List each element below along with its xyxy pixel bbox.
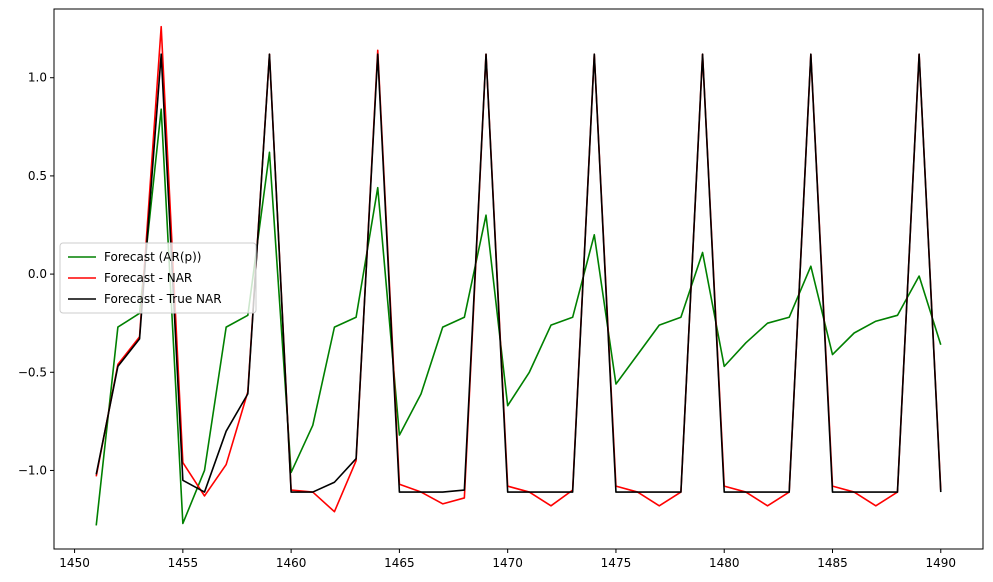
legend-label-1: Forecast - NAR (104, 271, 192, 285)
x-axis: 1450 1455 1460 1465 1470 1475 1480 1485 1490 (59, 549, 956, 570)
y-tick-label: 0.0 (28, 267, 47, 281)
legend: Forecast (AR(p)) Forecast - NAR Forecast -… (59, 242, 257, 314)
y-tick-label: 1.0 (28, 71, 47, 85)
x-tick-label: 1475 (601, 556, 632, 570)
x-tick-label: 1455 (168, 556, 199, 570)
x-tick-label: 1470 (492, 556, 523, 570)
y-axis: −1.0 −0.5 0.0 0.5 1.0 (18, 71, 54, 477)
y-tick-label: −1.0 (18, 463, 47, 477)
x-tick-label: 1480 (709, 556, 740, 570)
series-line-2 (95, 53, 942, 493)
series-line-0 (95, 108, 942, 526)
x-tick-label: 1460 (276, 556, 307, 570)
x-tick-label: 1490 (925, 556, 956, 570)
series-layer (95, 25, 942, 526)
legend-label-0: Forecast (AR(p)) (104, 250, 201, 264)
x-tick-label: 1450 (59, 556, 90, 570)
axes-frame (53, 8, 984, 550)
x-tick-label: 1485 (817, 556, 848, 570)
y-tick-label: −0.5 (18, 365, 47, 379)
y-tick-label: 0.5 (28, 169, 47, 183)
legend-box (59, 242, 257, 314)
x-tick-label: 1465 (384, 556, 415, 570)
legend-label-2: Forecast - True NAR (104, 292, 222, 306)
